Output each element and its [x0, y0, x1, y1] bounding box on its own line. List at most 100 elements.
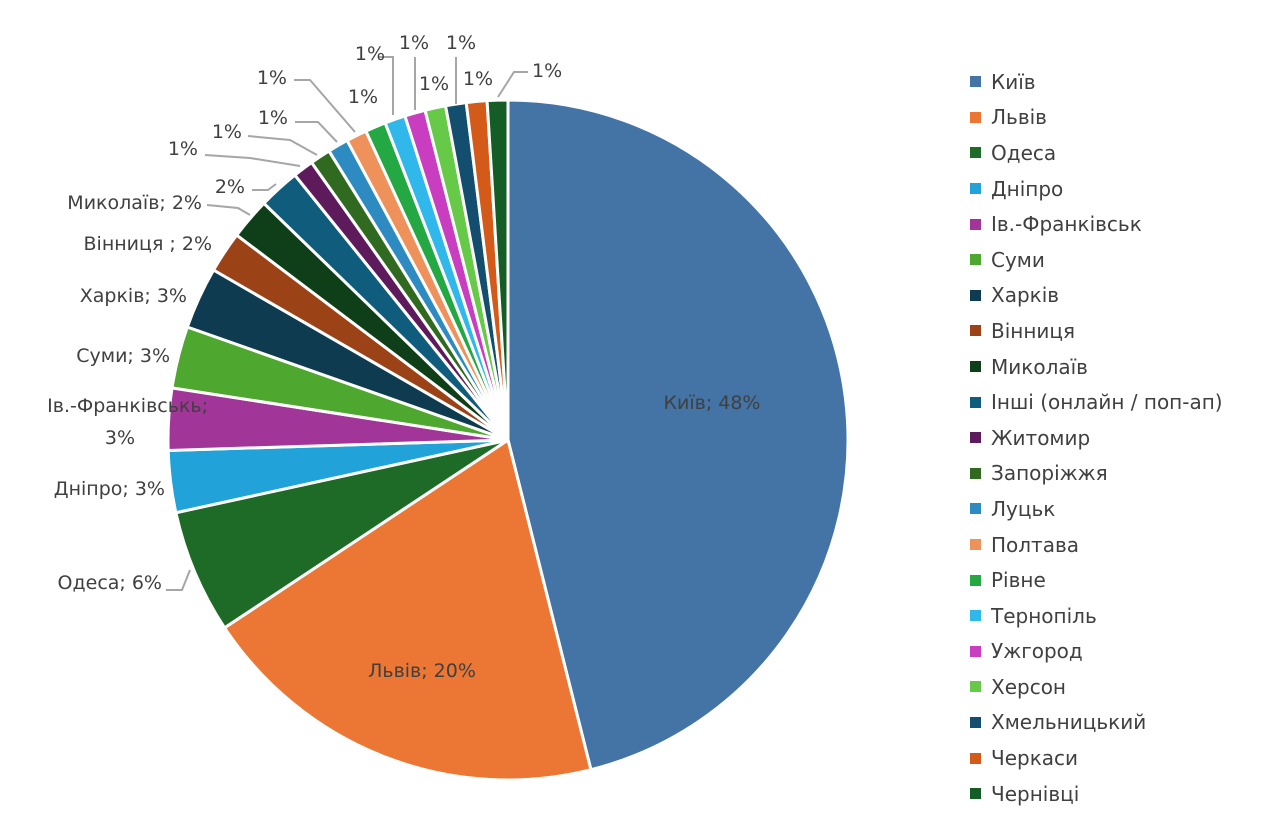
- leader-line-12: [295, 121, 338, 143]
- leader-line-8: [206, 204, 251, 216]
- data-label-10: 1%: [168, 138, 198, 160]
- legend-item: Луцьк: [970, 491, 1223, 527]
- legend-swatch: [970, 289, 981, 301]
- pie-slice-2: [174, 438, 509, 630]
- leader-line-9: [252, 183, 277, 191]
- legend: Київ Львів Одеса Дніпро Ів.-Франківськ Суми Ха…: [970, 64, 1223, 811]
- legend-label: Луцьк: [991, 496, 1056, 521]
- legend-label: Запоріжжя: [991, 461, 1108, 486]
- leader-line-15: [378, 56, 394, 115]
- legend-item: Інші (онлайн / поп-ап): [970, 384, 1223, 420]
- legend-swatch: [970, 467, 981, 479]
- leader-line-10: [204, 154, 301, 167]
- legend-label: Черкаси: [991, 746, 1079, 771]
- legend-label: Рівне: [991, 568, 1046, 593]
- legend-item: Київ: [970, 64, 1223, 100]
- legend-item: Полтава: [970, 527, 1223, 563]
- data-label-3: Дніпро; 3%: [54, 478, 165, 500]
- legend-label: Одеса: [991, 140, 1057, 165]
- leader-line-13: [294, 79, 356, 133]
- legend-swatch: [970, 788, 981, 800]
- legend-swatch: [970, 218, 981, 230]
- legend-item: Дніпро: [970, 171, 1223, 207]
- legend-item: Хмельницький: [970, 705, 1223, 741]
- data-label-5: Суми; 3%: [76, 345, 170, 367]
- legend-swatch: [970, 574, 981, 586]
- data-label-18: 1%: [446, 32, 476, 54]
- data-label-2: Одеса; 6%: [58, 572, 162, 594]
- legend-label: Хмельницький: [991, 710, 1147, 735]
- leader-line-11: [247, 135, 318, 156]
- data-label-14: 1%: [348, 86, 378, 108]
- data-label-8: Миколаїв; 2%: [67, 192, 202, 214]
- pie-slice-1: [222, 437, 593, 782]
- data-label-4: Ів.-Франківськь;: [47, 395, 208, 417]
- legend-label: Харків: [991, 283, 1060, 308]
- data-label-13: 1%: [257, 67, 287, 89]
- legend-swatch: [970, 539, 981, 551]
- legend-label: Інші (онлайн / поп-ап): [991, 390, 1223, 415]
- legend-item: Херсон: [970, 669, 1223, 705]
- data-label-20: 1%: [532, 60, 562, 82]
- leader-line-20: [497, 71, 528, 98]
- legend-item: Харків: [970, 278, 1223, 314]
- legend-item: Львів: [970, 100, 1223, 136]
- legend-label: Дніпро: [991, 176, 1064, 201]
- legend-label: Київ: [991, 69, 1036, 94]
- legend-item: Суми: [970, 242, 1223, 278]
- data-label-11: 1%: [212, 121, 242, 143]
- legend-label: Ужгород: [991, 639, 1083, 664]
- data-label-0: Київ; 48%: [664, 392, 761, 414]
- legend-item: Ужгород: [970, 634, 1223, 670]
- legend-swatch: [970, 361, 981, 373]
- pie-slice-20: [485, 98, 510, 441]
- data-label-1: Львів; 20%: [368, 660, 476, 682]
- data-label-19: 1%: [463, 68, 493, 90]
- legend-item: Чернівці: [970, 776, 1223, 812]
- legend-swatch: [970, 111, 981, 123]
- data-label-7: Вінниця ; 2%: [84, 233, 213, 255]
- legend-item: Ів.-Франківськ: [970, 206, 1223, 242]
- legend-item: Черкаси: [970, 740, 1223, 776]
- legend-swatch: [970, 396, 981, 408]
- legend-swatch: [970, 752, 981, 764]
- legend-item: Рівне: [970, 562, 1223, 598]
- legend-swatch: [970, 610, 981, 622]
- legend-swatch: [970, 76, 981, 88]
- data-label-6: Харків; 3%: [80, 285, 187, 307]
- legend-label: Миколаїв: [991, 354, 1088, 379]
- legend-item: Тернопіль: [970, 598, 1223, 634]
- data-label-9: 2%: [215, 176, 245, 198]
- data-label-12: 1%: [258, 107, 288, 129]
- legend-label: Вінниця: [991, 318, 1076, 343]
- legend-label: Тернопіль: [991, 603, 1097, 628]
- legend-swatch: [970, 716, 981, 728]
- legend-label: Херсон: [991, 674, 1067, 699]
- data-label-17: 1%: [419, 73, 449, 95]
- leader-line-2: [166, 569, 191, 591]
- legend-label: Львів: [991, 105, 1047, 130]
- legend-label: Ів.-Франківськ: [991, 212, 1142, 237]
- data-label-4-line2: 3%: [105, 427, 135, 449]
- legend-swatch: [970, 325, 981, 337]
- legend-item: Одеса: [970, 135, 1223, 171]
- pie-slice-0: [506, 98, 850, 772]
- legend-swatch: [970, 645, 981, 657]
- legend-swatch: [970, 503, 981, 515]
- legend-label: Житомир: [991, 425, 1091, 450]
- legend-swatch: [970, 432, 981, 444]
- legend-item: Миколаїв: [970, 349, 1223, 385]
- legend-item: Запоріжжя: [970, 456, 1223, 492]
- legend-label: Суми: [991, 247, 1045, 272]
- legend-item: Вінниця: [970, 313, 1223, 349]
- legend-swatch: [970, 183, 981, 195]
- legend-label: Полтава: [991, 532, 1080, 557]
- data-label-15: 1%: [355, 43, 385, 65]
- legend-label: Чернівці: [991, 781, 1080, 806]
- data-label-16: 1%: [399, 32, 429, 54]
- legend-swatch: [970, 254, 981, 266]
- legend-swatch: [970, 681, 981, 693]
- legend-item: Житомир: [970, 420, 1223, 456]
- legend-swatch: [970, 147, 981, 159]
